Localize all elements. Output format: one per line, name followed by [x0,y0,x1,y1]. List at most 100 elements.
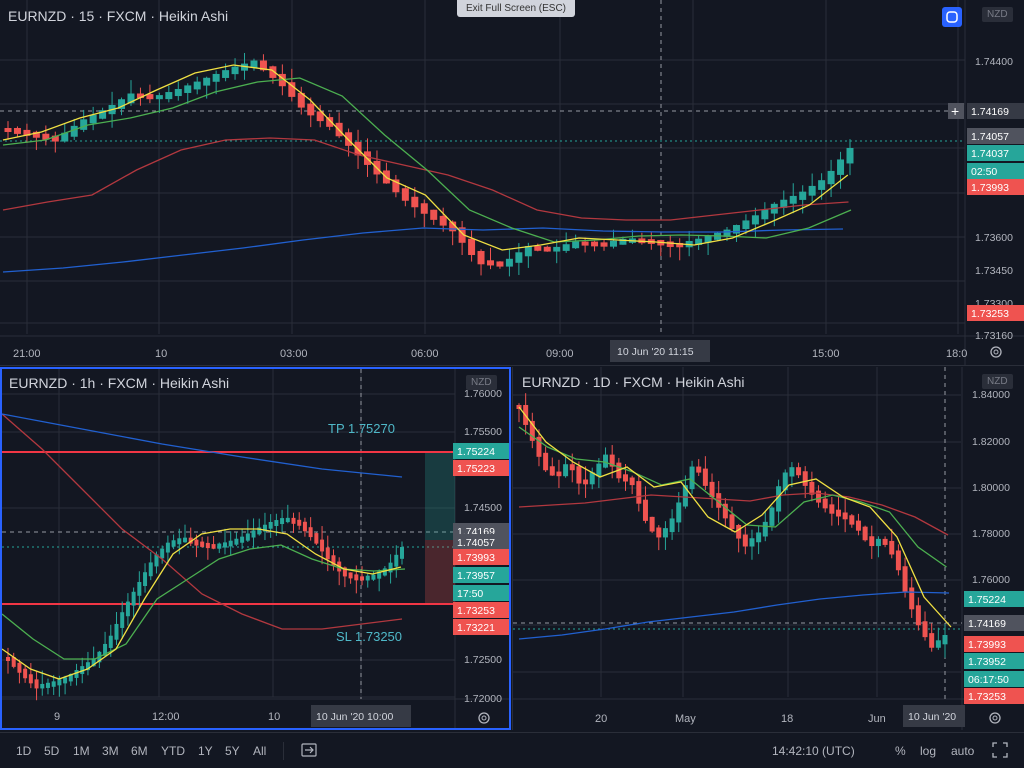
candle-body [251,530,256,538]
settings-gear-icon[interactable] [987,710,1003,726]
candle-body [736,525,742,539]
range-all-button[interactable]: All [253,744,267,758]
candle-body [458,227,466,243]
currency-badge: NZD [982,7,1013,22]
candle-body [609,454,615,467]
candle-body [603,454,609,468]
candle-body [51,135,59,142]
candle-body [148,562,153,577]
price-label-bg [453,619,509,635]
candle-body [348,572,353,579]
candle-body [669,518,675,533]
candle-body [212,73,220,82]
candle-body [789,467,795,477]
candle-body [4,128,12,132]
candle-body [250,60,258,68]
chart-pane-15m[interactable]: 1.74400 1.73600 1.73450 1.73300 1.73160 21:00… [0,0,1024,366]
candle-body [331,555,336,566]
time-tick: Jun [868,713,886,725]
ma-20-line [518,406,952,628]
chart-title: EURNZD · 1D · FXCM · Heikin Ashi [522,374,745,390]
candle-body [274,520,279,526]
candle-body [13,128,21,134]
chart-pane-1h[interactable]: TP 1.75270 SL 1.73250 1.76000 1.75500 1.7450… [0,367,511,730]
chart-canvas-1h[interactable]: TP 1.75270 SL 1.73250 1.76000 1.75500 1.7450… [2,369,509,728]
ma-200-line [2,413,403,478]
time-tick: 09:00 [546,348,574,360]
candle-body [280,518,285,525]
candle-body [702,468,708,486]
price-tick: 1.76000 [464,388,502,400]
price-label: 1.73993 [971,182,1009,194]
chart-canvas-1d[interactable]: 1.84000 1.82000 1.80000 1.78000 1.76000 20 May… [513,367,1024,730]
candle-body [360,576,365,581]
candle-body [782,472,788,491]
candle-body [666,241,674,247]
candle-body [761,209,769,220]
divider [283,742,284,760]
candle-body [563,464,569,477]
range-1d-button[interactable]: 1D [16,744,32,758]
candle-body [137,582,142,596]
candle-body [534,246,542,251]
chart-canvas-15m[interactable]: 1.744001.736001.734501.733001.7316021:00… [0,0,1024,366]
take-profit-zone [425,452,455,540]
candle-body [846,148,854,164]
candle-body [120,612,125,628]
price-label-bg [967,305,1024,321]
range-6m-button[interactable]: 6M [131,744,148,758]
candle-body [776,486,782,512]
range-1y-button[interactable]: 1Y [198,744,213,758]
take-profit-label: TP 1.75270 [328,421,395,436]
candle-body [619,238,627,245]
candle-body [802,471,808,486]
log-toggle[interactable]: log [920,744,937,758]
goto-date-icon[interactable] [300,742,318,761]
price-label: 1.74057 [971,131,1009,143]
range-3m-button[interactable]: 3M [102,744,119,758]
candle-body [6,657,10,661]
time-tick: 21:00 [13,348,41,360]
range-1m-button[interactable]: 1M [73,744,90,758]
range-5y-button[interactable]: 5Y [225,744,240,758]
candle-body [394,554,399,567]
candle-body [583,479,589,485]
percent-toggle[interactable]: % [895,744,906,758]
sync-button[interactable] [942,7,962,27]
time-tick: 10 [155,348,167,360]
price-label: 1.73952 [968,656,1006,668]
settings-gear-icon[interactable] [476,710,492,726]
price-tick: 1.72500 [464,654,502,666]
candle-body [818,180,826,190]
candle-body [496,261,504,267]
utc-clock[interactable]: 14:42:10 (UTC) [772,744,855,758]
exit-fullscreen-button[interactable]: Exit Full Screen (ESC) [457,0,575,17]
price-label-bg [967,179,1024,195]
settings-gear-icon[interactable] [988,344,1004,360]
time-tick: 06:00 [411,348,439,360]
candle-body [836,509,841,517]
candle-body [505,258,513,267]
chart-pane-1d[interactable]: 1.84000 1.82000 1.80000 1.78000 1.76000 20 May… [512,367,1024,730]
price-label: 1.75224 [968,594,1006,606]
range-ytd-button[interactable]: YTD [161,744,185,758]
candle-body [245,533,250,541]
candle-body [184,85,192,93]
ma-50-line [518,426,947,568]
candle-body [742,220,750,230]
candle-body [103,643,108,656]
range-5d-button[interactable]: 5D [44,744,60,758]
candle-body [241,63,249,71]
price-label-bg [453,443,509,459]
price-label-bg [967,128,1024,144]
auto-toggle[interactable]: auto [951,744,975,758]
candle-body [108,635,113,648]
ma-50-line [2,544,406,660]
candle-body [716,493,722,508]
price-label-bg [964,671,1024,687]
candle-body [572,241,580,249]
candle-body [291,517,296,524]
candle-body [742,534,748,547]
candle-body [68,673,73,682]
fullscreen-icon[interactable] [992,742,1008,761]
